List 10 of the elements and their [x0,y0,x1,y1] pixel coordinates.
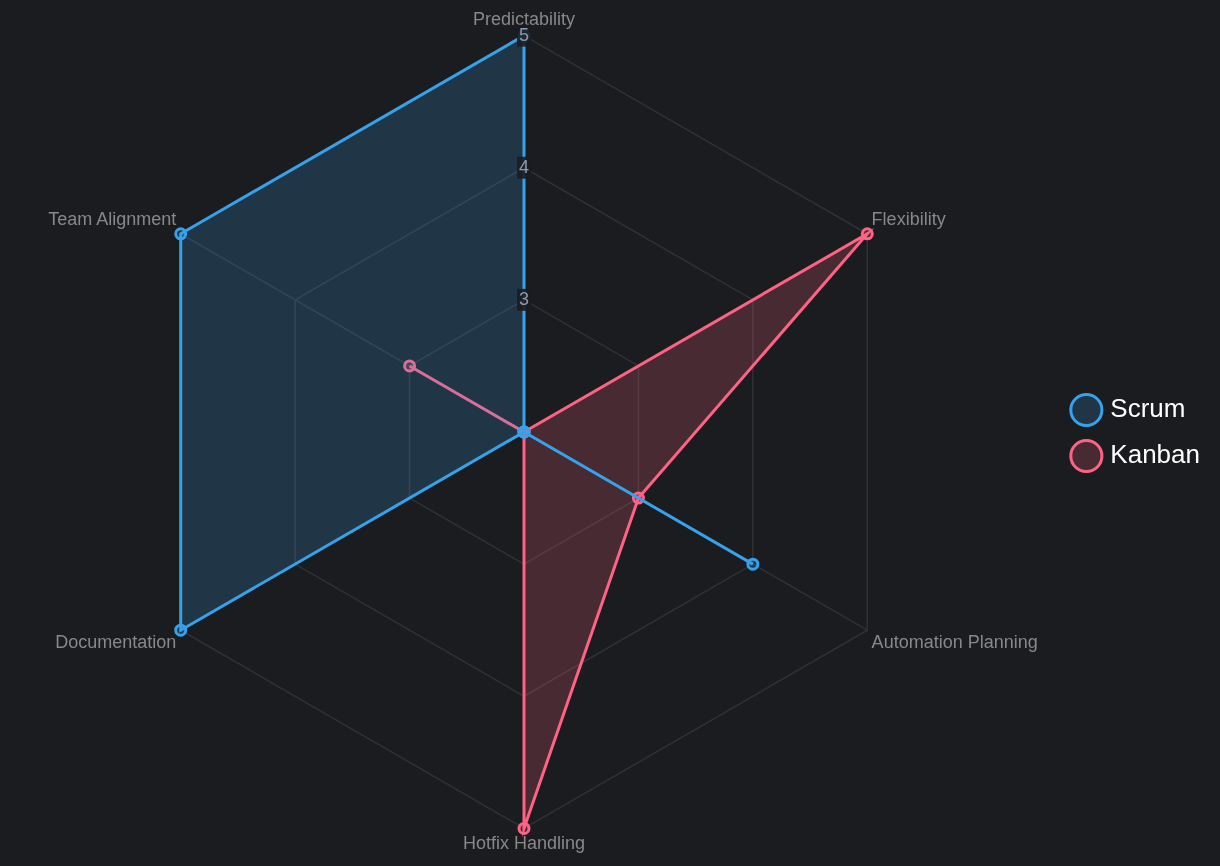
y-tick-label: 4 [518,156,530,177]
y-tick-label: 3 [518,288,530,309]
spoke-label: Documentation [55,632,177,653]
spoke-label: Flexibility [871,209,946,230]
spoke-label: Automation Planning [871,632,1038,653]
spoke-label: Team Alignment [48,209,177,230]
y-tick-label: 5 [518,24,530,45]
legend-label: Scrum [1110,393,1186,424]
spoke-label: Hotfix Handling [462,833,586,854]
legend-label: Kanban [1110,439,1201,470]
